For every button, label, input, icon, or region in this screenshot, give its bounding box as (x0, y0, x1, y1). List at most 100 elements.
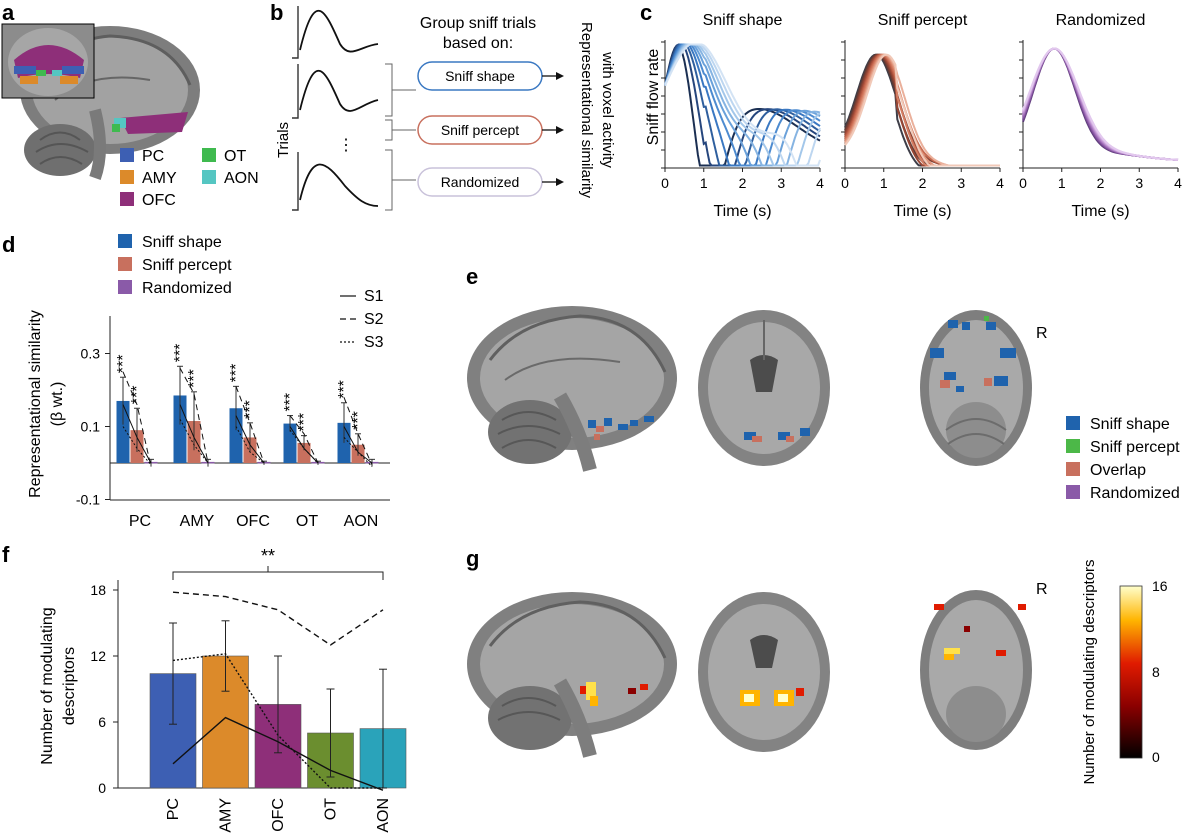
legend-swatch-aon (202, 170, 216, 184)
group-label-1: Sniff percept (441, 122, 519, 138)
colorbar-gradient (1119, 585, 1143, 759)
brain-coronal-g (698, 592, 830, 752)
trials-axis-label: Trials (275, 122, 292, 158)
subject-line-aon-2 (343, 437, 373, 467)
subplot-xtick-label-1-3: 3 (957, 175, 965, 191)
brain-axial-g (920, 590, 1032, 750)
y-tick-label-2: -0.1 (76, 492, 100, 508)
subject-line-ot-1 (289, 415, 319, 464)
trace-2-9 (1022, 47, 1179, 161)
colorbar-tick-min: 0 (1152, 749, 1160, 765)
x-label-ot: OT (323, 798, 340, 820)
x-label-amy: AMY (180, 513, 215, 530)
panel-d-label: d (2, 232, 15, 257)
stars-ot-0: *** (282, 393, 299, 412)
brain-sagittal-e (467, 306, 677, 472)
subplot-xtick-label-0-4: 4 (816, 175, 824, 191)
y-axis-label-line1: Representational similarity (27, 310, 44, 498)
group-arrowhead-0 (556, 72, 564, 80)
panel-f: f 18 12 6 0 Number of modulating descriptors P… (2, 542, 407, 833)
subplot-xtick-label-2-4: 4 (1174, 175, 1182, 191)
map-legend: Sniff shape Sniff percept Overlap Randomize… (1066, 416, 1180, 502)
subject-line-amy-0 (179, 404, 209, 464)
y-tick-label-2: 6 (98, 714, 106, 730)
trace-0-9 (664, 43, 821, 167)
x-label-ofc: OFC (270, 798, 287, 832)
right-marker-g: R (1036, 581, 1048, 598)
brain-axial-inset (1, 23, 95, 99)
trace-2-2 (1022, 47, 1179, 161)
panel-b-label: b (270, 0, 283, 25)
colorbar: Number of modulating descriptors 16 8 0 (1081, 559, 1168, 784)
legend-label-0: Sniff shape (142, 234, 222, 251)
rsa-label-line2: with voxel activity (599, 51, 616, 168)
subplot-xtick-label-2-3: 3 (1135, 175, 1143, 191)
stars-pc-0: *** (115, 355, 132, 374)
panel-f-label: f (2, 542, 10, 567)
legend-label-pc: PC (142, 148, 164, 165)
region-legend: PC AMY OFC OT AON (120, 148, 259, 209)
panel-e: e (466, 264, 1180, 502)
subject-line-pc-0 (122, 404, 152, 464)
subject-line-ot-2 (289, 429, 319, 464)
y-tick-label-0: 0.3 (81, 346, 101, 362)
group-label-2: Randomized (441, 174, 520, 190)
subject-line-s1 (172, 716, 384, 791)
brain-axial-e (920, 310, 1032, 466)
bracket-lines (385, 63, 416, 211)
subplot-xtick-label-0-0: 0 (661, 175, 669, 191)
subplot-xtick-label-0-3: 3 (777, 175, 785, 191)
subplot-title-2: Randomized (1056, 12, 1146, 29)
stars-ofc-0: *** (228, 364, 245, 383)
x-label-ofc: OFC (236, 513, 270, 530)
x-label-pc: PC (165, 798, 182, 820)
subplot-xlabel-1: Time (s) (893, 203, 951, 220)
subplot-title-0: Sniff shape (703, 12, 783, 29)
similarity-bar-chart: Sniff shape Sniff percept Randomized S1 S2 S3… (27, 234, 390, 530)
map-legend-label-0: Sniff shape (1090, 416, 1170, 433)
subplot-xtick-label-2-0: 0 (1019, 175, 1027, 191)
group-header-line2: based on: (443, 35, 513, 52)
subplot-title-1: Sniff percept (878, 12, 968, 29)
bar-ot-1 (297, 442, 311, 463)
sniff-trace-boxes (292, 6, 379, 211)
stars-amy-1: *** (186, 369, 203, 388)
x-label-pc: PC (129, 513, 151, 530)
legend-label-ofc: OFC (142, 192, 176, 209)
subplot-xtick-label-1-0: 0 (841, 175, 849, 191)
group-arrowhead-2 (556, 178, 564, 186)
x-label-ot: OT (296, 513, 318, 530)
subplot-xtick-label-1-1: 1 (880, 175, 888, 191)
colorbar-tick-max: 16 (1152, 578, 1168, 594)
trace-1-9 (844, 53, 1000, 167)
legend-label-2: Randomized (142, 280, 232, 297)
group-arrowhead-1 (556, 126, 564, 134)
y-tick-label-0: 18 (90, 582, 106, 598)
colorbar-tick-mid: 8 (1152, 664, 1160, 680)
y-axis-label-line2: descriptors (61, 647, 78, 725)
legend-swatch-pc (120, 148, 134, 162)
descriptor-bar-chart: 18 12 6 0 Number of modulating descriptors PC A… (39, 546, 407, 833)
stars-amy-0: *** (172, 344, 189, 363)
significance-stars: ** (261, 546, 275, 566)
subplot-xtick-label-0-2: 2 (739, 175, 747, 191)
subject-line-ofc-2 (235, 426, 265, 464)
map-legend-swatch-2 (1066, 462, 1080, 476)
subplot-xtick-label-0-1: 1 (700, 175, 708, 191)
map-legend-label-1: Sniff percept (1090, 439, 1180, 456)
subject-legend-label-0: S1 (364, 288, 384, 305)
x-label-aon: AON (375, 798, 392, 833)
subplot-xtick-label-1-4: 4 (996, 175, 1004, 191)
rsa-label-line1: Representational similarity (578, 22, 595, 198)
subject-line-pc-2 (122, 426, 152, 466)
legend-label-aon: AON (224, 170, 259, 187)
bar-ot-0 (283, 423, 297, 463)
map-legend-swatch-0 (1066, 416, 1080, 430)
legend-swatch-0 (118, 234, 132, 248)
panel-a: a PC AMY OFC OT AON (1, 0, 259, 209)
stars-aon-0: *** (336, 380, 353, 399)
subject-line-amy-2 (179, 418, 209, 464)
flow-rate-axis-label: Sniff flow rate (645, 49, 662, 146)
legend-swatch-amy (120, 170, 134, 184)
stars-aon-1: *** (350, 411, 367, 430)
